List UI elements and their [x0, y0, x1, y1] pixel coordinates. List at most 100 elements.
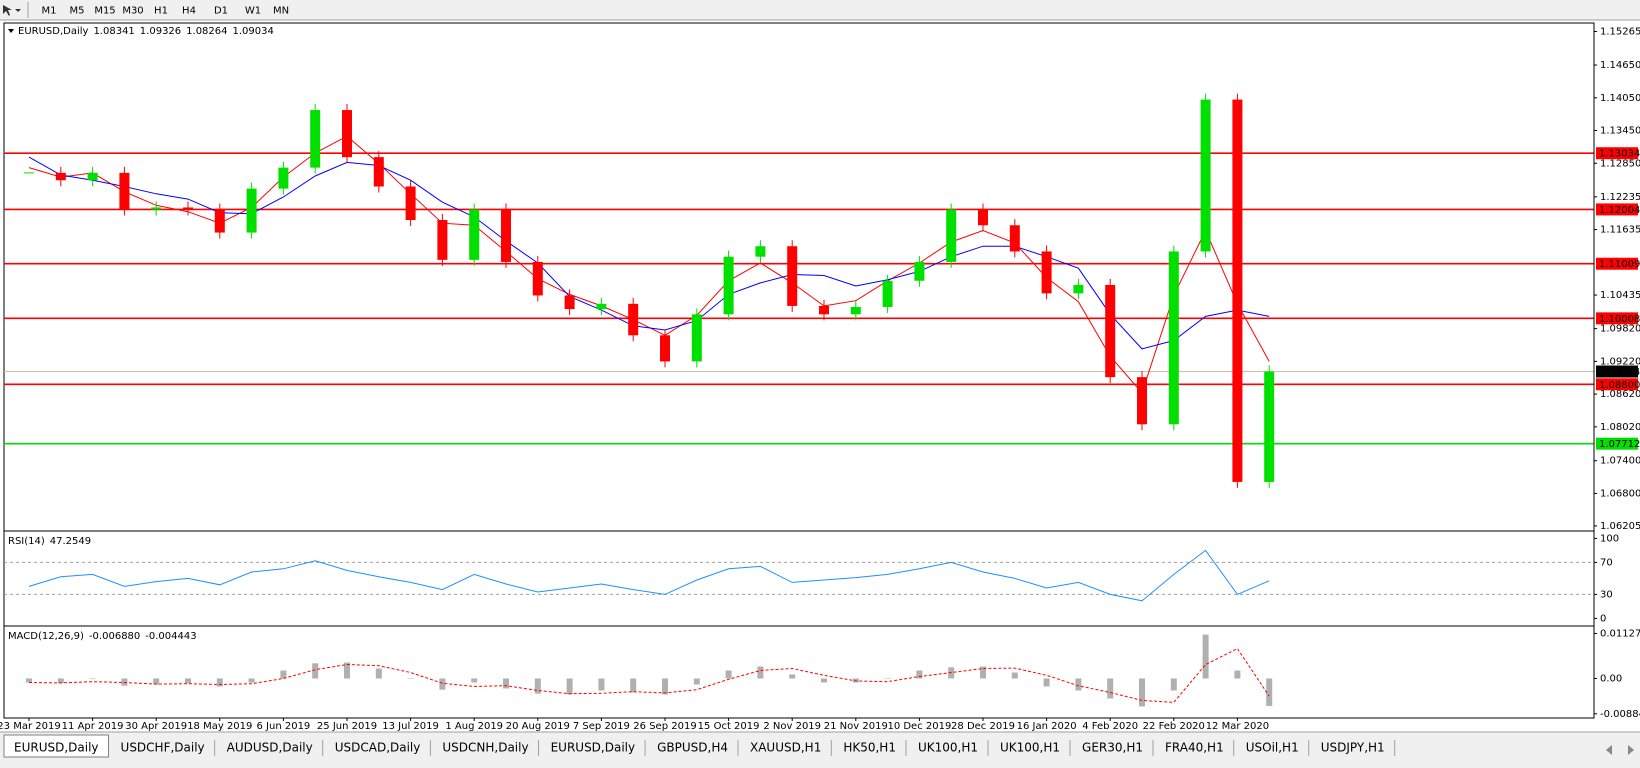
tab[interactable]: EURUSD,Daily: [3, 734, 110, 758]
y-tick-label: -0.008845: [1600, 709, 1640, 720]
timeframe-button[interactable]: [268, 2, 294, 18]
candle: [946, 209, 957, 262]
macd-bar: [1107, 678, 1114, 699]
candle: [55, 172, 66, 181]
timeframe-button[interactable]: [208, 2, 234, 18]
indicator-title: MACD(12,26,9): [8, 631, 84, 642]
tab-background[interactable]: [647, 738, 738, 756]
tab-label[interactable]: UK100,H1: [918, 741, 978, 755]
tab-label[interactable]: USDCNH,Daily: [442, 741, 528, 755]
tab-label[interactable]: UK100,H1: [1000, 741, 1060, 755]
timeframe-button[interactable]: [64, 2, 90, 18]
tab-background[interactable]: [3, 734, 110, 758]
tab[interactable]: USDCAD,Daily: [324, 738, 431, 756]
tab-label[interactable]: USDCAD,Daily: [335, 741, 421, 755]
candle: [405, 186, 416, 221]
candle: [978, 209, 988, 226]
tab-label[interactable]: EURUSD,Daily: [551, 741, 636, 755]
tab-label[interactable]: USDJPY,H1: [1321, 741, 1385, 755]
tab[interactable]: EURUSD,Daily: [540, 738, 646, 756]
x-tick-label: 30 Apr 2019: [125, 721, 187, 732]
tab-background[interactable]: [833, 738, 906, 756]
tab-label[interactable]: GER30,H1: [1082, 741, 1143, 755]
x-tick-label: 25 Jun 2019: [317, 721, 377, 732]
macd-bar: [1139, 678, 1145, 707]
tab-background[interactable]: [1155, 738, 1234, 756]
tab-background[interactable]: [740, 738, 832, 756]
tab-background[interactable]: [540, 738, 646, 756]
timeframe-button[interactable]: [148, 2, 174, 18]
tab[interactable]: USOil,H1: [1235, 738, 1310, 756]
tab-background[interactable]: [324, 738, 431, 756]
timeframe-label[interactable]: M5: [70, 6, 85, 17]
timeframe-button[interactable]: [240, 2, 266, 18]
tab[interactable]: UK100,H1: [907, 738, 989, 756]
macd-bar: [821, 678, 827, 683]
level-label: 1.12004: [1599, 205, 1640, 216]
x-tick-label: 18 May 2019: [187, 721, 252, 732]
timeframe-button[interactable]: [92, 2, 118, 18]
tab-label[interactable]: XAUUSD,H1: [750, 741, 821, 755]
cursor-icon[interactable]: [3, 5, 12, 16]
timeframe-button[interactable]: [176, 2, 202, 18]
candle: [787, 246, 798, 306]
tab[interactable]: USDJPY,H1: [1310, 738, 1396, 756]
tab[interactable]: USDCHF,Daily: [110, 738, 216, 756]
timeframe-button[interactable]: [36, 2, 62, 18]
tab-background[interactable]: [1310, 738, 1395, 756]
tab[interactable]: UK100,H1: [990, 738, 1071, 756]
tab-label[interactable]: FRA40,H1: [1165, 741, 1224, 755]
tab-label[interactable]: USDCHF,Daily: [121, 741, 205, 755]
timeframe-label[interactable]: W1: [245, 6, 261, 17]
ohlc-value: 1.09326: [140, 26, 181, 37]
macd-bar: [439, 678, 446, 690]
macd-bar: [153, 678, 160, 685]
tab-background[interactable]: [990, 738, 1071, 756]
level-label: 1.10008: [1599, 314, 1640, 325]
candle: [914, 261, 925, 281]
tab[interactable]: AUDUSD,Daily: [216, 738, 324, 756]
timeframe-label[interactable]: M30: [122, 6, 143, 17]
timeframe-label[interactable]: H4: [182, 6, 196, 17]
tab-background[interactable]: [1072, 738, 1153, 756]
y-tick-label: 30: [1600, 589, 1613, 600]
tab-background[interactable]: [216, 738, 323, 756]
timeframe-button[interactable]: [120, 2, 146, 18]
timeframe-label[interactable]: M1: [42, 6, 57, 17]
tab-label[interactable]: GBPUSD,H4: [657, 741, 728, 755]
tab-label[interactable]: HK50,H1: [843, 741, 896, 755]
toolbar: [0, 0, 1640, 20]
timeframe-label[interactable]: MN: [273, 6, 289, 17]
tab[interactable]: HK50,H1: [833, 738, 907, 756]
tab[interactable]: FRA40,H1: [1155, 738, 1235, 756]
y-tick-label: 1.09220: [1600, 356, 1640, 367]
level-label: 1.13034: [1599, 149, 1640, 160]
tab[interactable]: GER30,H1: [1072, 738, 1154, 756]
macd-bar: [566, 678, 573, 695]
candle: [501, 209, 511, 262]
tab-background[interactable]: [432, 738, 539, 756]
tab[interactable]: USDCNH,Daily: [432, 738, 540, 756]
tab-scroll-left[interactable]: [1606, 745, 1612, 755]
tab-label[interactable]: EURUSD,Daily: [14, 741, 99, 755]
macd-bar: [216, 678, 223, 687]
tab-background[interactable]: [110, 738, 215, 756]
tab-label[interactable]: USOil,H1: [1246, 741, 1299, 755]
tab-label[interactable]: AUDUSD,Daily: [227, 741, 313, 755]
ohlc-value: 1.08341: [93, 26, 134, 37]
candle: [1009, 225, 1020, 252]
x-tick-label: 11 Apr 2019: [62, 721, 124, 732]
level-label-bg: [1596, 203, 1638, 216]
timeframe-label[interactable]: M15: [94, 6, 115, 17]
tab[interactable]: GBPUSD,H4: [647, 738, 739, 756]
candle: [628, 303, 639, 336]
tab-scroll-right[interactable]: [1628, 745, 1634, 755]
candle: [723, 256, 734, 315]
dropdown-icon[interactable]: [15, 9, 21, 12]
tab-background[interactable]: [907, 738, 988, 756]
timeframe-label[interactable]: H1: [154, 6, 168, 17]
macd-bar: [725, 670, 732, 679]
tab[interactable]: XAUUSD,H1: [740, 738, 832, 756]
tab-background[interactable]: [1235, 738, 1309, 756]
timeframe-label[interactable]: D1: [214, 6, 228, 17]
